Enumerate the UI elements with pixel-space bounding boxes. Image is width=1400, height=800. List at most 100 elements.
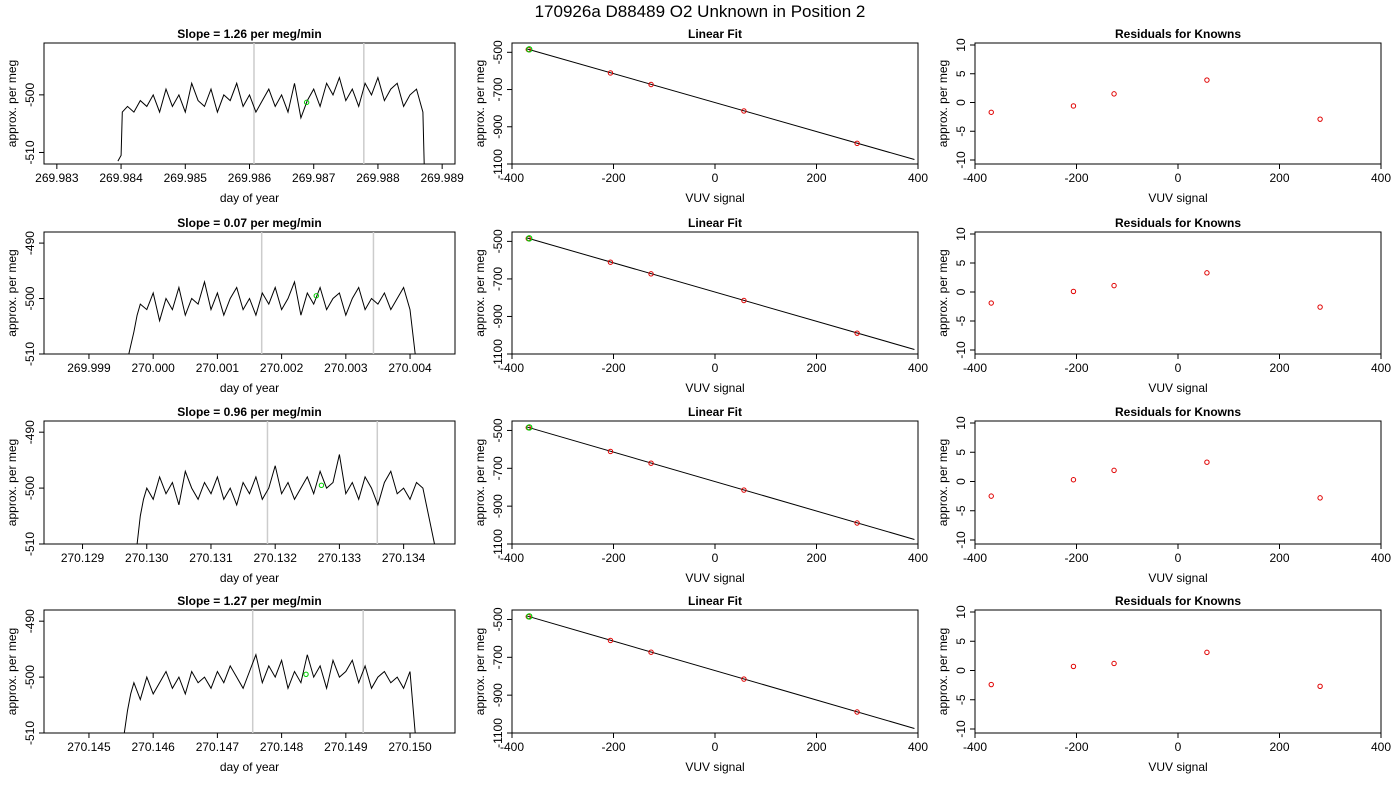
residual-point (1111, 91, 1117, 97)
signal-trace-line (117, 75, 425, 164)
residual-point (1317, 495, 1323, 501)
x-tick-label: 270.148 (260, 740, 304, 754)
plot-area (988, 270, 1323, 310)
panel-row1-fit: Linear Fit -400 -200 0 200 400 -1100 -900 -700 -5… (473, 27, 928, 205)
x-tick-label: 269.985 (164, 171, 208, 185)
x-tick-label: 270.146 (131, 740, 175, 754)
residual-point (1317, 304, 1323, 310)
x-tick-label: -200 (1064, 740, 1088, 754)
plot-frame (43, 609, 456, 734)
y-tick-label: 0 (954, 288, 968, 295)
x-tick-label: -200 (601, 171, 625, 185)
y-axis-label: approx. per meg (936, 60, 950, 147)
y-tick-label: -510 (23, 140, 37, 164)
x-axis-label: day of year (220, 571, 279, 585)
plot-frame (43, 231, 456, 355)
panel-row4-residuals: Residuals for Knowns -400 -200 0 200 400 -10 -5… (936, 594, 1391, 774)
known-standard-point (854, 520, 860, 526)
plot-area (525, 46, 915, 161)
x-tick-label: 400 (1371, 551, 1391, 565)
y-tick-label: 10 (954, 605, 968, 619)
y-tick-label: -500 (23, 83, 37, 107)
y-tick-label: -1100 (491, 718, 505, 748)
x-tick-label: 269.986 (228, 171, 272, 185)
y-tick-label: 5 (954, 638, 968, 645)
x-tick-label: -400 (500, 361, 524, 375)
plot-area (525, 613, 915, 729)
unknown-mean-point (313, 293, 319, 299)
x-axis-label: VUV signal (1148, 191, 1207, 205)
y-tick-label: -900 (491, 304, 505, 328)
x-tick-label: 269.999 (67, 361, 111, 375)
x-tick-label: -400 (500, 740, 524, 754)
x-tick-label: 269.983 (35, 171, 79, 185)
fit-line (527, 426, 915, 540)
unknown-mean-point (303, 671, 309, 677)
panel-row3-fit: Linear Fit -400 -200 0 200 400 -1100 -900 -700 -5… (473, 405, 928, 585)
signal-trace-line (128, 279, 416, 354)
panel-row1-residuals: Residuals for Knowns -400 -200 0 200 400 -10 -5… (936, 27, 1391, 205)
y-axis-label: approx. per meg (936, 628, 950, 715)
fit-line (527, 615, 915, 729)
residual-point (988, 493, 994, 499)
y-tick-label: -500 (491, 40, 505, 64)
panel-title: Linear Fit (688, 216, 742, 230)
plot-area (988, 77, 1323, 122)
x-tick-label: 400 (1371, 740, 1391, 754)
panel-title: Linear Fit (688, 27, 742, 41)
signal-trace-line (123, 652, 416, 733)
plot-frame (43, 420, 456, 545)
x-tick-label: -400 (500, 551, 524, 565)
residual-point (1204, 270, 1210, 276)
residual-point (1070, 288, 1077, 295)
y-tick-label: -500 (491, 418, 505, 442)
panel-row2-residuals: Residuals for Knowns -400 -200 0 200 400 -10 -5… (936, 216, 1391, 395)
y-tick-label: 5 (954, 70, 968, 77)
panel-title: Residuals for Knowns (1115, 27, 1241, 41)
x-tick-label: 200 (1269, 740, 1289, 754)
known-standard-point (854, 140, 860, 147)
y-axis-label: approx. per meg (5, 249, 19, 336)
y-tick-label: 10 (954, 416, 968, 430)
panel-title: Residuals for Knowns (1115, 216, 1241, 230)
panel-title: Residuals for Knowns (1115, 405, 1241, 419)
x-tick-label: 269.984 (99, 171, 143, 185)
plot-area (123, 610, 416, 733)
x-tick-label: 200 (806, 361, 826, 375)
y-tick-label: -900 (491, 114, 505, 138)
plot-area (136, 421, 435, 544)
y-tick-label: -900 (491, 683, 505, 707)
x-tick-label: -400 (963, 740, 987, 754)
x-tick-label: 270.003 (324, 361, 368, 375)
x-tick-label: 400 (908, 551, 928, 565)
x-tick-label: 270.149 (324, 740, 368, 754)
x-tick-label: -200 (1064, 361, 1088, 375)
x-axis-label: VUV signal (1148, 760, 1207, 774)
y-tick-label: -10 (954, 720, 968, 738)
panel-title: Residuals for Knowns (1115, 594, 1241, 608)
x-tick-label: -200 (601, 551, 625, 565)
panel-title: Linear Fit (688, 405, 742, 419)
x-tick-label: 400 (908, 740, 928, 754)
x-tick-label: -400 (963, 171, 987, 185)
x-tick-label: 270.133 (318, 551, 362, 565)
unknown-point (526, 46, 533, 53)
y-tick-label: 5 (954, 449, 968, 456)
figure-title: 170926a D88489 O2 Unknown in Position 2 (535, 2, 866, 21)
x-tick-label: 200 (806, 551, 826, 565)
panel-row1-timeseries: Slope = 1.26 per meg/min 269.983 269.984 26… (5, 27, 464, 205)
y-axis-label: approx. per meg (5, 628, 19, 715)
known-standard-point (854, 709, 860, 715)
x-tick-label: 400 (908, 171, 928, 185)
x-tick-label: -200 (1064, 551, 1088, 565)
y-tick-label: -490 (23, 231, 37, 255)
residual-point (1111, 467, 1117, 474)
y-tick-label: -490 (23, 420, 37, 444)
residual-point (1317, 683, 1323, 689)
x-tick-label: 400 (1371, 171, 1391, 185)
panel-row4-timeseries: Slope = 1.27 per meg/min 270.145 270.146 27… (5, 594, 456, 774)
residual-point (988, 109, 994, 115)
residual-point (1070, 477, 1077, 483)
plot-frame (974, 231, 1382, 355)
